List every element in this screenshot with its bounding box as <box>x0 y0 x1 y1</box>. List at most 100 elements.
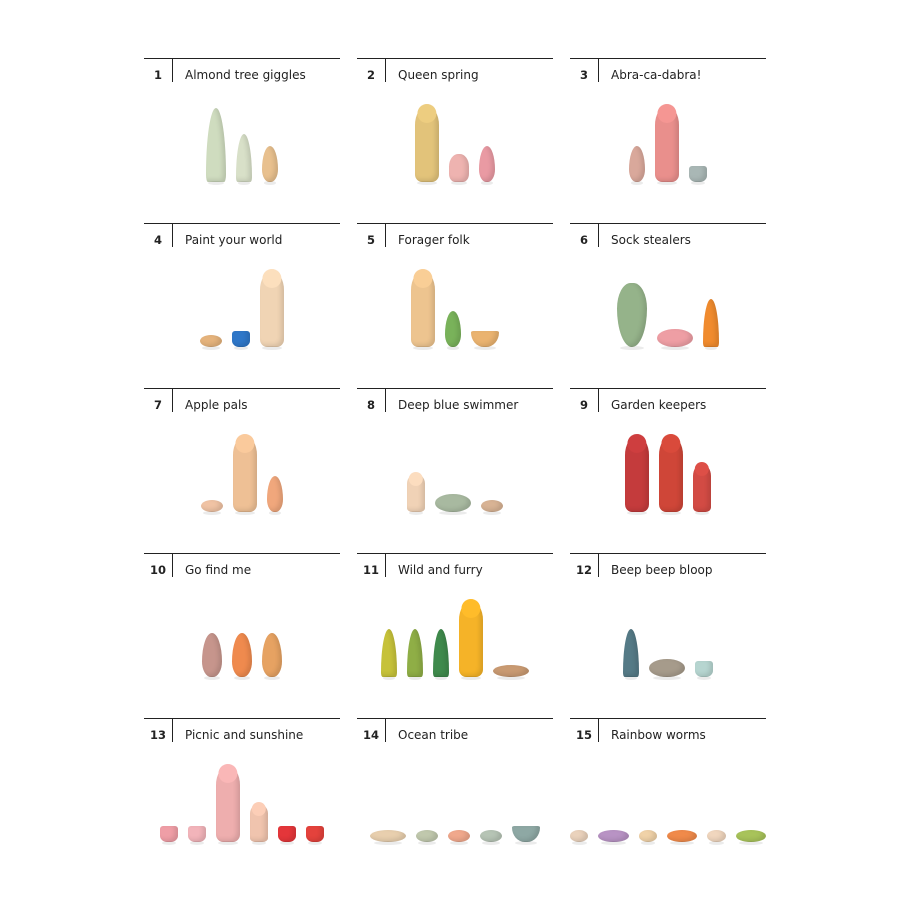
toy-head <box>262 269 282 289</box>
shadow <box>483 511 501 515</box>
item-number: 1 <box>153 68 162 82</box>
shadow <box>630 181 644 185</box>
divider <box>598 718 599 742</box>
toy-head <box>694 462 710 477</box>
divider <box>598 223 599 247</box>
item-title: Picnic and sunshine <box>185 728 304 742</box>
item-title: Beep beep bloop <box>611 563 713 577</box>
shadow <box>251 841 267 845</box>
item-title: Almond tree giggles <box>185 68 306 82</box>
item-number: 12 <box>575 563 592 577</box>
toy-figure-cone <box>206 108 226 185</box>
shadow <box>434 676 448 680</box>
divider <box>385 58 386 82</box>
catalog-item: 11 Wild and furry <box>357 553 553 713</box>
divider <box>598 58 599 82</box>
divider <box>385 718 386 742</box>
catalog-item: 7 Apple pals <box>144 388 340 548</box>
item-number: 5 <box>366 233 375 247</box>
item-number: 6 <box>579 233 588 247</box>
toy-figure-cup <box>306 826 324 845</box>
catalog-item: 10 Go find me <box>144 553 340 713</box>
item-number: 3 <box>579 68 588 82</box>
shadow <box>307 841 323 845</box>
toy-head <box>235 434 255 454</box>
toy-figure-cup <box>278 826 296 845</box>
shadow <box>461 676 481 680</box>
toy-figure-cone <box>623 629 639 680</box>
item-number: 15 <box>575 728 592 742</box>
shadow <box>189 841 205 845</box>
toy-figure-cup <box>232 331 250 350</box>
item-image <box>570 428 766 515</box>
shadow <box>382 676 396 680</box>
shadow <box>408 511 424 515</box>
item-title: Ocean tribe <box>398 728 469 742</box>
toy-figure-peg <box>250 802 268 845</box>
item-title: Rainbow worms <box>611 728 706 742</box>
toy-head <box>408 472 424 487</box>
divider <box>172 388 173 412</box>
shadow <box>418 841 436 845</box>
item-image <box>357 263 553 350</box>
divider <box>385 553 386 577</box>
item-image <box>570 758 766 845</box>
divider <box>144 223 340 224</box>
divider <box>385 223 386 247</box>
shadow <box>571 841 587 845</box>
toy-head <box>413 269 433 289</box>
catalog-item: 8 Deep blue swimmer <box>357 388 553 548</box>
shadow <box>446 346 460 350</box>
shadow <box>496 676 526 680</box>
divider <box>172 718 173 742</box>
item-title: Sock stealers <box>611 233 691 247</box>
item-number: 9 <box>579 398 588 412</box>
divider <box>172 223 173 247</box>
item-number: 13 <box>149 728 166 742</box>
shadow <box>263 181 277 185</box>
catalog-item: 2 Queen spring <box>357 58 553 218</box>
shadow <box>660 346 690 350</box>
shadow <box>279 841 295 845</box>
shadow <box>661 511 681 515</box>
item-image <box>144 593 340 680</box>
divider <box>598 553 599 577</box>
toy-figure-peg <box>216 764 240 845</box>
shadow <box>640 841 656 845</box>
item-image <box>357 593 553 680</box>
shadow <box>208 181 224 185</box>
toy-figure-disc <box>707 830 726 845</box>
shadow <box>218 841 238 845</box>
shadow <box>709 841 724 845</box>
toy-figure-disc <box>200 335 222 350</box>
toy-figure-cone <box>433 629 449 680</box>
shadow <box>620 346 644 350</box>
shadow <box>652 676 682 680</box>
toy-figure-peg <box>407 472 425 515</box>
shadow <box>473 346 497 350</box>
catalog-item: 3 Abra-ca-dabra! <box>570 58 766 218</box>
divider <box>570 223 766 224</box>
toy-figure-bowl <box>471 331 499 350</box>
divider <box>357 553 553 554</box>
toy-figure-peg <box>459 599 483 680</box>
shadow <box>627 511 647 515</box>
toy-figure-disc <box>570 830 589 845</box>
divider <box>570 58 766 59</box>
item-title: Garden keepers <box>611 398 707 412</box>
divider <box>357 223 553 224</box>
shadow <box>438 511 468 515</box>
toy-figure-disc <box>649 659 685 680</box>
shadow <box>204 676 220 680</box>
catalog-item: 9 Garden keepers <box>570 388 766 548</box>
catalog-item: 12 Beep beep bloop <box>570 553 766 713</box>
item-number: 10 <box>149 563 166 577</box>
toy-figure-egg <box>232 633 252 680</box>
shadow <box>601 841 626 845</box>
toy-figure-egg <box>262 633 282 680</box>
shadow <box>417 181 437 185</box>
divider <box>357 718 553 719</box>
toy-head <box>657 104 677 124</box>
toy-head <box>461 599 481 619</box>
toy-figure-gourd <box>617 283 647 350</box>
